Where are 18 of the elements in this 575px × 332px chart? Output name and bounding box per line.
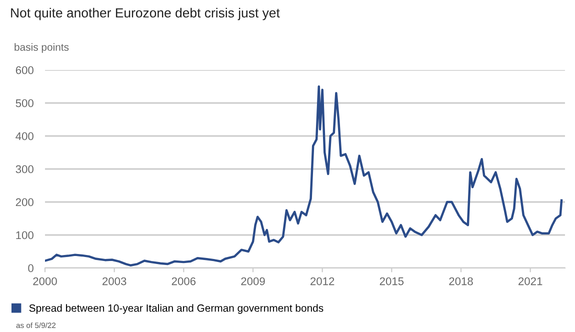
y-axis-title: basis points — [14, 43, 69, 53]
x-tick-label: 2015 — [380, 277, 404, 286]
x-tick-label: 2000 — [33, 277, 57, 286]
y-tick-label: 500 — [16, 99, 34, 108]
y-tick-label: 200 — [16, 198, 34, 206]
chart-title: Not quite another Eurozone debt crisis just yet — [11, 8, 280, 20]
y-tick-label: 600 — [16, 66, 34, 74]
x-tick-label: 2006 — [172, 277, 196, 286]
y-tick-label: 300 — [16, 165, 34, 174]
y-tick-label: 100 — [16, 231, 34, 240]
x-tick-label: 2003 — [102, 277, 126, 286]
x-tick-label: 2009 — [241, 277, 265, 286]
y-tick-label: 0 — [28, 264, 34, 272]
x-tick-label: 2012 — [310, 277, 334, 286]
y-tick-label: 400 — [16, 132, 34, 140]
x-tick-label: 2018 — [449, 277, 473, 286]
legend-label: Spread between 10-year Italian and German government bonds — [29, 304, 324, 314]
x-tick-label: 2021 — [518, 277, 542, 286]
